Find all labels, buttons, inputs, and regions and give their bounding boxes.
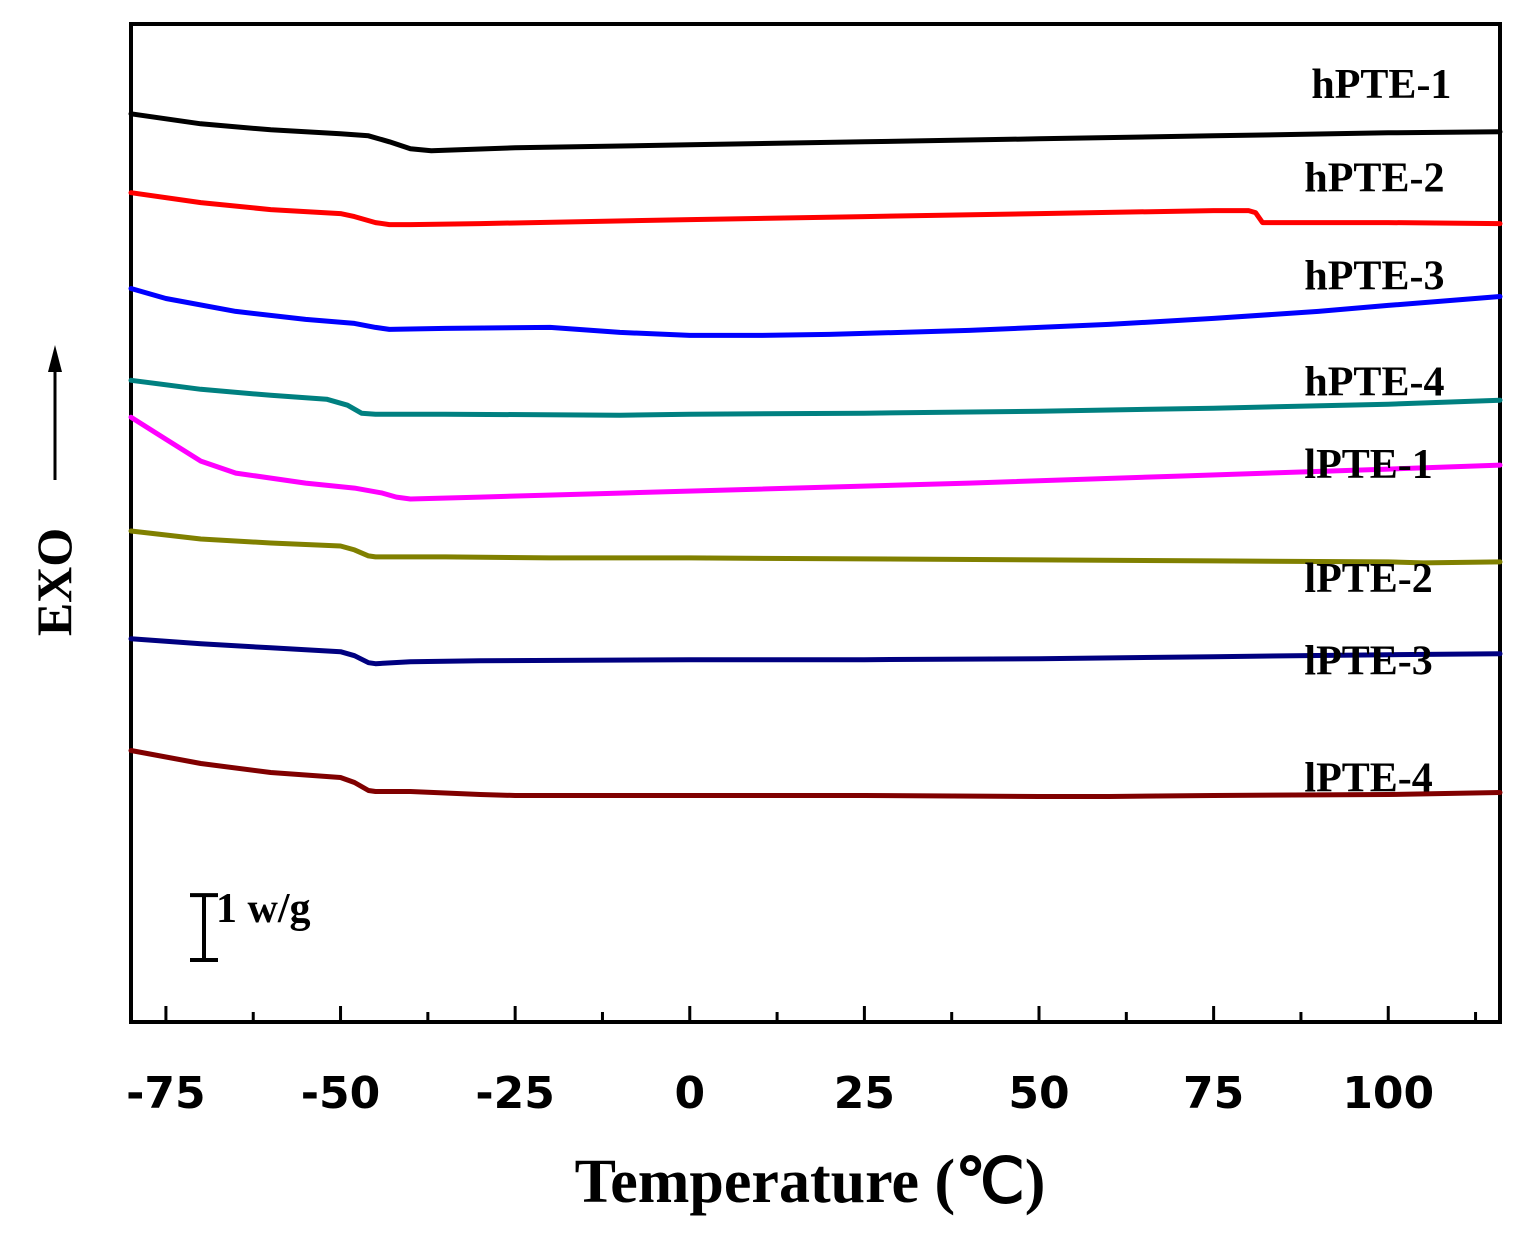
x-axis-title: Temperature (℃) (575, 1148, 1046, 1216)
series-line-hpte-4 (128, 377, 1503, 418)
series-line-hpte-1 (128, 111, 1503, 154)
series-label-lpte-4: lPTE-4 (1304, 755, 1432, 801)
x-tick-label: -50 (301, 1068, 381, 1119)
series-line-lpte-2 (128, 528, 1503, 566)
series-layer (128, 111, 1503, 799)
series-line-lpte-1 (128, 414, 1503, 502)
series-label-hpte-3: hPTE-3 (1304, 253, 1444, 299)
x-tick-label: 75 (1183, 1068, 1244, 1119)
series-label-lpte-1: lPTE-1 (1304, 442, 1432, 488)
x-tick-label: 50 (1008, 1068, 1069, 1119)
series-labels: hPTE-1 hPTE-2 hPTE-3 hPTE-4 lPTE-1 lPTE-2 lPTE… (1304, 62, 1451, 802)
series-label-hpte-4: hPTE-4 (1304, 359, 1444, 405)
plot-frame (129, 22, 1502, 1024)
x-tick-label: 0 (674, 1068, 705, 1119)
series-label-hpte-2: hPTE-2 (1304, 156, 1444, 202)
scale-bar-label: 1 w/g (216, 886, 311, 932)
x-tick-label: -75 (126, 1068, 206, 1119)
y-axis-title: EXO (26, 528, 82, 636)
up-arrow-icon (48, 345, 62, 372)
series-label-lpte-2: lPTE-2 (1304, 556, 1432, 602)
series-line-lpte-3 (128, 636, 1503, 667)
series-line-hpte-3 (128, 286, 1503, 338)
x-tick-label: 100 (1342, 1068, 1434, 1119)
series-label-lpte-3: lPTE-3 (1304, 639, 1432, 685)
series-line-hpte-2 (128, 190, 1503, 228)
series-line-lpte-4 (128, 748, 1503, 799)
x-tick-label: -25 (475, 1068, 555, 1119)
x-axis-ticks: -75 -50 -25 0 25 50 75 100 (126, 1006, 1478, 1119)
x-tick-label: 25 (834, 1068, 895, 1119)
scale-bar: 1 w/g (190, 886, 311, 962)
y-axis-title-group: EXO (26, 345, 82, 636)
series-label-hpte-1: hPTE-1 (1311, 62, 1451, 108)
